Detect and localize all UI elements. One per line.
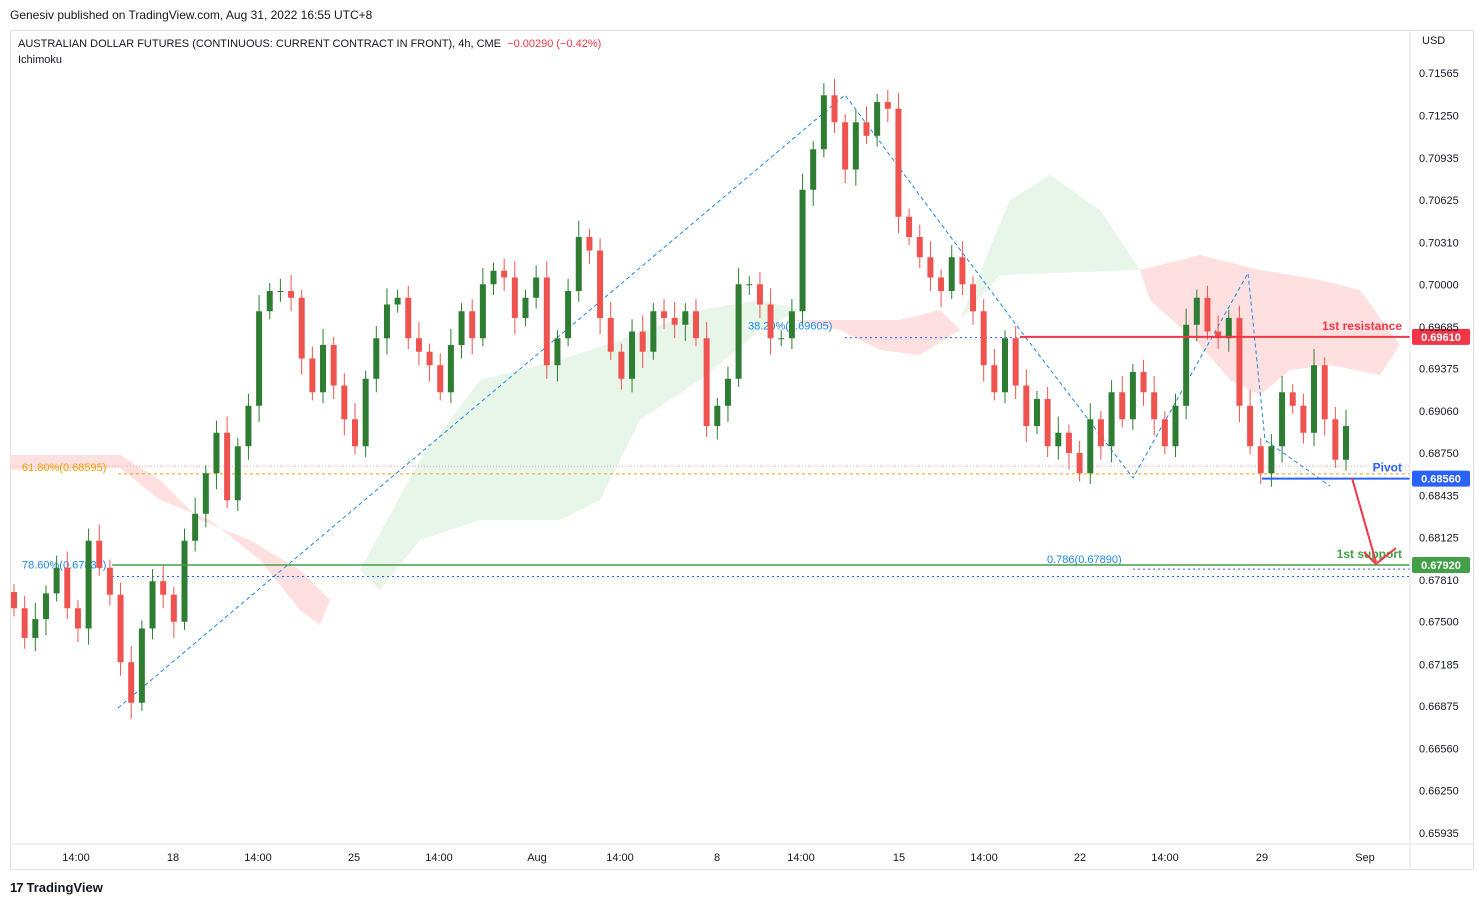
symbol-title: AUSTRALIAN DOLLAR FUTURES (CONTINUOUS: C… xyxy=(18,38,502,50)
brand-name: TradingView xyxy=(26,880,103,895)
footer-brand[interactable]: 17 TradingView xyxy=(10,880,103,895)
chart-legend: AUSTRALIAN DOLLAR FUTURES (CONTINUOUS: C… xyxy=(18,36,601,68)
publisher-line: Genesiv published on TradingView.com, Au… xyxy=(10,8,373,22)
price-change: −0.00290 (−0.42%) xyxy=(507,38,602,50)
indicator-name[interactable]: Ichimoku xyxy=(18,54,63,66)
tradingview-logo-icon: 17 xyxy=(10,880,24,895)
chart-frame[interactable] xyxy=(10,30,1474,870)
